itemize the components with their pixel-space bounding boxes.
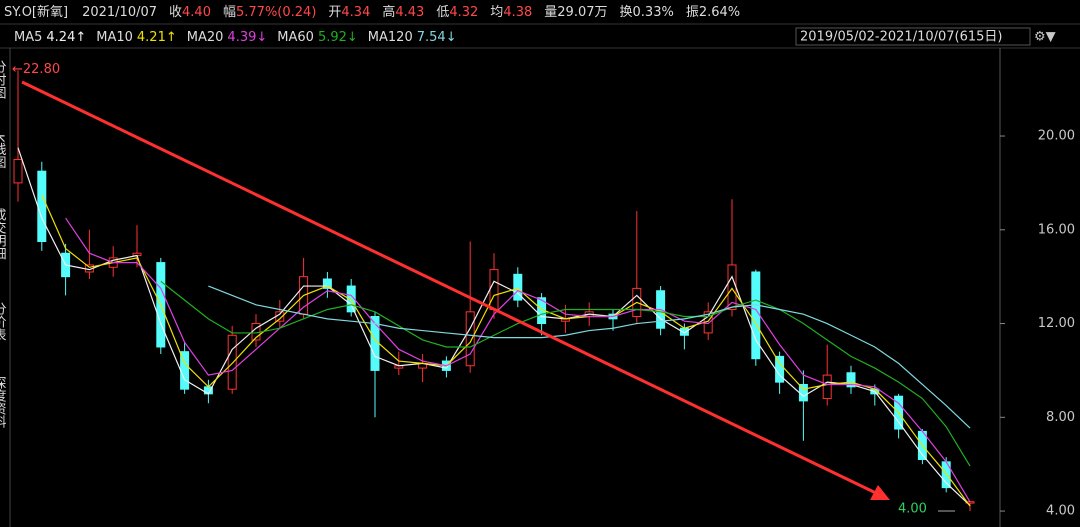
candle-body (846, 372, 856, 388)
range[interactable]: 2019/05/02-2021/10/07(615日) (800, 30, 1003, 45)
legend-trend: ↑ (166, 30, 177, 45)
y-tick-label: 12.00 (1038, 316, 1075, 331)
arrow-head (870, 485, 890, 500)
legend-name: MA5 (14, 30, 42, 45)
legend-value: 7.54 (417, 30, 446, 45)
quote-text: 5.77%(0.24) (236, 5, 316, 20)
legend-trend: ↓ (347, 30, 358, 45)
legend-trend: ↓ (446, 30, 457, 45)
ma-line (41, 194, 971, 507)
legend-name: MA60 (277, 30, 314, 45)
ma-legend: MA5 4.24↑ MA10 4.21↑ MA20 4.39↓ MA60 5.92↓ MA120… (14, 30, 457, 45)
legend-name: MA10 (96, 30, 133, 45)
quote-text: 开 (328, 5, 341, 20)
y-tick-label: 16.00 (1038, 222, 1075, 237)
candle-body (489, 269, 499, 310)
y-tick-label: 8.00 (1046, 410, 1075, 425)
range-box[interactable] (795, 27, 1031, 46)
y-tick-label: 4.00 (1046, 504, 1075, 519)
candle-body (13, 158, 23, 184)
candle-body (227, 334, 237, 390)
legend-value: 5.92 (318, 30, 347, 45)
quote-text: 4.38 (503, 5, 532, 20)
sidebar-tab[interactable]: 深度资料 (0, 376, 6, 428)
quote-text: 4.32 (449, 5, 478, 20)
quote-text: 29.07万 (557, 5, 607, 20)
trend-arrow (21, 80, 879, 496)
ma-line (208, 285, 971, 429)
candle-body (751, 271, 761, 360)
quote-text: 4.43 (395, 5, 424, 20)
quote-text: 幅 (223, 5, 236, 20)
max-annotation: ←22.80 (12, 62, 60, 77)
ma-line (17, 147, 971, 506)
plot: 4.00 8.00 12.00 16.00 20.00 ←22.80 4.00 (12, 62, 1075, 519)
quote-text: 高 (382, 4, 395, 20)
settings-icon[interactable]: ⚙▼ (1034, 30, 1056, 45)
legend-trend: ↑ (75, 30, 86, 45)
quote-text: 0.33% (633, 5, 674, 20)
candle-body (822, 374, 832, 400)
legend-name: MA20 (187, 30, 224, 45)
quote-text: 低 (436, 5, 449, 20)
sidebar-tab[interactable]: 分时图 (0, 60, 6, 99)
legend: MA5 4.24↑ MA10 4.21↑ MA20 4.39↓ MA60 5.92↓ MA120… (14, 30, 457, 45)
quote-text: 4.40 (182, 5, 211, 20)
quote-text: 均 (490, 5, 503, 20)
quote-text: 2.64% (699, 5, 740, 20)
ma-line (65, 217, 971, 503)
candle-body (513, 273, 523, 301)
header: SY.O[新氧] 2021/10/07 收4.40 幅5.77%(0.24) 开4.34… (4, 4, 740, 20)
quote-text: 收 (169, 5, 182, 20)
candle-body (346, 285, 356, 313)
y-tick-label: 20.00 (1038, 129, 1075, 144)
sidebar-tab[interactable]: 分价表 (0, 302, 6, 341)
sidebar-tab[interactable]: K线图 (0, 134, 6, 169)
candle-body (37, 170, 47, 243)
quote-text: 换 (620, 5, 633, 20)
candle-body (465, 311, 475, 367)
quote-text: SY.O[新氧] (4, 4, 68, 20)
legend-name: MA120 (368, 30, 413, 45)
quote-text: 量 (544, 5, 557, 20)
min-annotation: 4.00 (898, 502, 927, 517)
quote-text: 2021/10/07 (82, 5, 157, 20)
quote-text: 振 (686, 5, 699, 20)
legend-value: 4.39 (227, 30, 256, 45)
candle-body (322, 278, 332, 289)
sidebar-tab[interactable]: 成交明细 (0, 208, 6, 260)
legend-value: 4.21 (137, 30, 166, 45)
quote-line: SY.O[新氧] 2021/10/07 收4.40 幅5.77%(0.24) 开4.34… (4, 4, 740, 20)
legend-trend: ↓ (256, 30, 267, 45)
quote-text: 4.34 (341, 5, 370, 20)
legend-value: 4.24 (46, 30, 75, 45)
ma-line (160, 280, 971, 467)
